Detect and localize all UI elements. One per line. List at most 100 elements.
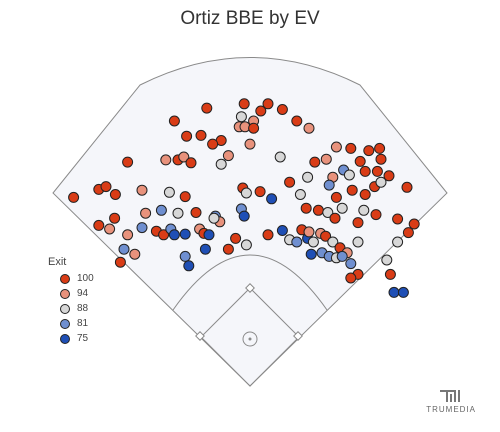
legend-item-88: 88 <box>48 301 94 316</box>
brand-name: TRUMEDIA <box>426 405 476 414</box>
batted-ball-point <box>397 286 409 298</box>
batted-ball-point <box>235 111 247 123</box>
batted-ball-point <box>284 176 296 188</box>
legend-item-94: 94 <box>48 286 94 301</box>
batted-ball-point <box>363 145 375 157</box>
legend-label: 81 <box>77 318 89 329</box>
batted-ball-point <box>240 187 252 199</box>
batted-ball-point <box>254 186 266 198</box>
batted-ball-point <box>312 204 324 216</box>
batted-ball-point <box>109 189 121 200</box>
third-base <box>195 331 205 341</box>
batted-ball-point <box>345 142 357 154</box>
batted-ball-point <box>291 236 303 248</box>
batted-ball-point <box>185 157 197 169</box>
batted-ball-point <box>345 272 357 284</box>
batted-ball-point <box>122 156 134 168</box>
legend-swatch <box>60 288 70 299</box>
legend-item-81: 81 <box>48 316 94 331</box>
batted-ball-point <box>276 104 288 115</box>
legend-label: 94 <box>77 288 89 299</box>
batted-ball-point <box>294 189 306 200</box>
batted-ball-point <box>381 254 393 266</box>
batted-ball-point <box>354 155 366 167</box>
legend-swatch <box>60 273 70 284</box>
batted-ball-point <box>262 229 274 241</box>
batted-ball-point <box>100 181 112 193</box>
batted-ball-point <box>179 228 191 240</box>
batted-ball-point <box>336 202 348 214</box>
batted-ball-point <box>359 165 371 177</box>
legend: Exit 100 94 88 81 75 <box>48 256 94 346</box>
batted-ball-point <box>178 151 190 163</box>
batted-ball-point <box>238 210 250 222</box>
batted-ball-point <box>322 207 334 218</box>
batted-ball-point <box>401 181 413 193</box>
batted-ball-point <box>68 191 80 203</box>
batted-ball-point <box>122 229 134 241</box>
batted-ball-point <box>238 98 250 110</box>
batted-ball-point <box>402 227 414 239</box>
batted-ball-point <box>352 217 364 229</box>
second-base <box>245 283 255 293</box>
batted-ball-point <box>374 142 386 154</box>
legend-label: 100 <box>77 273 94 284</box>
batted-ball-point <box>375 153 387 165</box>
batted-ball-point <box>158 229 170 241</box>
batted-ball-point <box>168 115 180 127</box>
legend-swatch <box>60 318 70 329</box>
batted-ball-point <box>207 138 219 150</box>
batted-ball-point <box>336 250 348 262</box>
batted-ball-point <box>330 141 342 153</box>
batted-ball-point <box>392 236 404 248</box>
batted-ball-point <box>266 193 278 205</box>
legend-item-100: 100 <box>48 271 94 286</box>
batted-ball-point <box>179 191 191 203</box>
batted-ball-point <box>323 179 335 191</box>
batted-ball-point <box>215 158 227 170</box>
batted-ball-point <box>330 191 342 203</box>
batted-ball-point <box>248 122 260 134</box>
legend-label: 75 <box>77 333 89 344</box>
batted-ball-point <box>309 156 321 168</box>
batted-ball-point <box>345 258 357 270</box>
batted-ball-point <box>388 286 400 298</box>
batted-ball-point <box>222 150 234 162</box>
batted-ball-point <box>179 250 191 262</box>
batted-ball-point <box>375 176 387 188</box>
batted-ball-point <box>109 212 121 224</box>
batted-ball-point <box>168 229 180 241</box>
batted-ball-point <box>140 207 152 219</box>
batted-ball-point <box>240 239 252 251</box>
infield-arc <box>172 254 328 311</box>
chart-title: Ortiz BBE by EV <box>180 8 320 29</box>
batted-ball-point <box>291 115 303 127</box>
legend-swatch <box>60 333 70 344</box>
batted-ball-point <box>262 98 274 110</box>
batted-ball-point <box>329 212 341 224</box>
batted-ball-point <box>303 226 315 238</box>
batted-ball-point <box>302 171 314 183</box>
batted-ball-point <box>172 207 184 219</box>
first-base <box>293 331 303 341</box>
batted-ball-point <box>359 189 371 200</box>
trumedia-icon <box>440 390 461 402</box>
batted-ball-point <box>255 105 267 117</box>
batted-ball-point <box>392 213 404 225</box>
batted-ball-point <box>203 229 215 241</box>
batted-ball-point <box>343 169 355 181</box>
batted-ball-point <box>114 256 126 268</box>
batted-ball-point <box>160 154 172 166</box>
outfield-fence <box>52 57 448 387</box>
batted-ball-point <box>199 243 211 255</box>
batted-balls <box>68 98 420 298</box>
batted-ball-point <box>358 204 370 216</box>
batted-ball-point <box>274 151 286 163</box>
batted-ball-point <box>230 232 242 244</box>
batted-ball-point <box>352 236 364 248</box>
batted-ball-point <box>303 122 315 134</box>
batted-ball-point <box>327 236 339 248</box>
batted-ball-point <box>129 248 141 260</box>
batted-ball-point <box>276 225 288 236</box>
batted-ball-point <box>118 243 130 255</box>
